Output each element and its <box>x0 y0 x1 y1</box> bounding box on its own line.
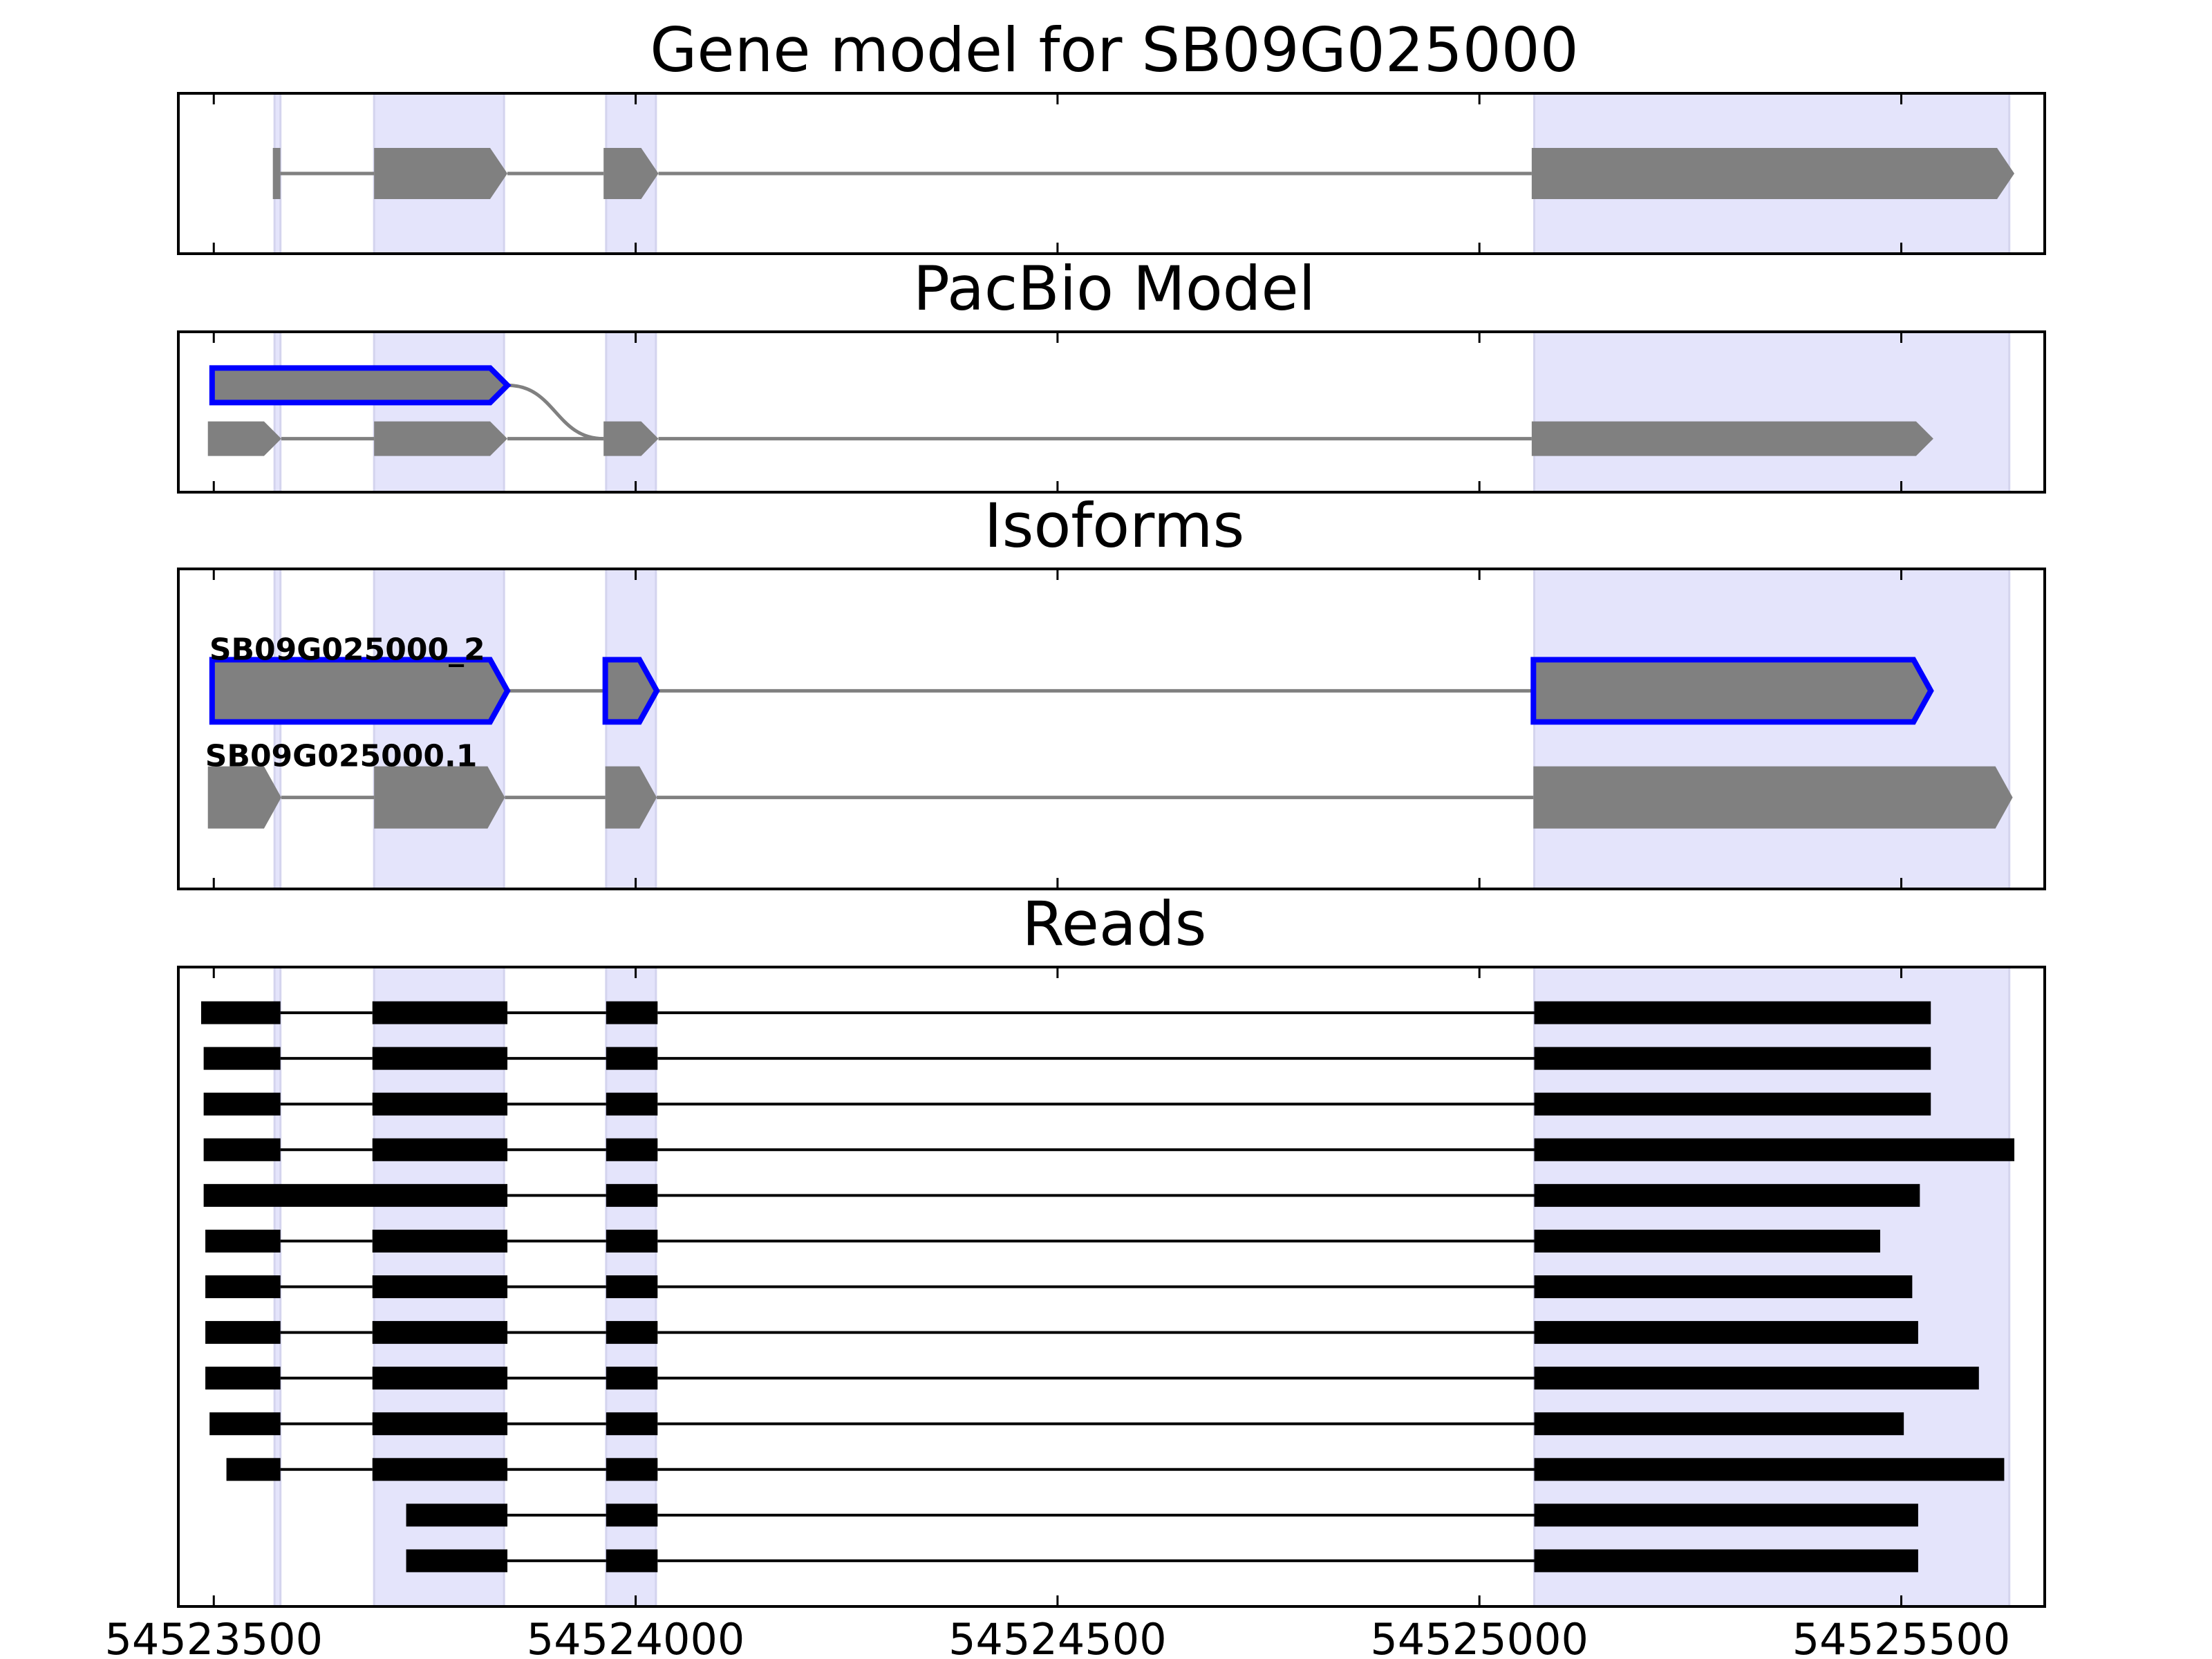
exon <box>374 421 508 456</box>
read-block <box>1534 1458 2005 1481</box>
row-label: SB09G025000.1 <box>205 739 478 774</box>
exon <box>374 148 508 199</box>
read-block <box>1534 1229 1880 1253</box>
read-block <box>1534 1412 1904 1436</box>
read-block <box>1534 1321 1918 1344</box>
read-block <box>205 1275 281 1298</box>
read-block <box>606 1183 658 1207</box>
read-block <box>606 1138 658 1161</box>
panel: PacBio Model <box>177 253 2046 494</box>
read-block <box>1534 1138 2015 1161</box>
read-block <box>372 1001 508 1024</box>
read-block <box>372 1458 508 1481</box>
x-tick-label: 54525500 <box>1792 1614 2011 1659</box>
exon <box>1533 766 2013 829</box>
read-block <box>205 1367 281 1390</box>
exon <box>272 148 281 199</box>
exon <box>207 421 281 456</box>
read-block <box>606 1001 658 1024</box>
read-block <box>1534 1092 1931 1116</box>
highlight-region <box>373 332 505 492</box>
read-block <box>372 1138 508 1161</box>
x-tick-label: 54524500 <box>948 1614 1167 1659</box>
read-block <box>372 1229 508 1253</box>
read-block <box>1534 1549 1918 1573</box>
panel: SB09G025000_2 SB09G025000.1 Isoforms <box>177 490 2046 890</box>
exon <box>1530 657 1934 725</box>
read-block <box>372 1412 508 1436</box>
exon <box>209 365 512 406</box>
read-block <box>226 1458 281 1481</box>
read-block <box>203 1092 281 1116</box>
exon <box>374 766 505 829</box>
read-block <box>1534 1183 1920 1207</box>
read-block <box>606 1458 658 1481</box>
read-block <box>1534 1367 1979 1390</box>
read-block <box>406 1503 508 1527</box>
read-block <box>205 1229 281 1253</box>
panel-title: Isoforms <box>984 490 1245 561</box>
read-block <box>1534 1275 1913 1298</box>
read-block <box>372 1321 508 1344</box>
read-block <box>1534 1503 1918 1527</box>
exon <box>209 657 511 725</box>
x-tick-label: 54525000 <box>1370 1614 1588 1659</box>
panel-body <box>207 569 2013 889</box>
read-block <box>200 1001 281 1024</box>
read-block <box>209 1412 281 1436</box>
read-block <box>372 1047 508 1070</box>
exon <box>603 421 659 456</box>
exon <box>605 766 657 829</box>
panel-frame <box>177 330 2046 494</box>
connector <box>507 383 604 441</box>
highlight-region <box>1533 332 2011 492</box>
highlight-region <box>605 569 657 889</box>
exon <box>1531 148 2015 199</box>
row-label: SB09G025000_2 <box>209 632 485 667</box>
read-block <box>606 1229 658 1253</box>
panel-body <box>207 332 2011 492</box>
exon <box>603 148 659 199</box>
read-block <box>205 1321 281 1344</box>
highlight-region <box>273 569 282 889</box>
read-block <box>372 1275 508 1298</box>
read-block <box>372 1367 508 1390</box>
read-block <box>606 1092 658 1116</box>
read-block <box>1534 1001 1931 1024</box>
panel-body <box>200 967 2015 1606</box>
read-block <box>606 1367 658 1390</box>
highlight-region <box>605 332 657 492</box>
highlight-region <box>1533 569 2011 889</box>
read-block <box>406 1549 508 1573</box>
panel-title: Reads <box>1022 888 1207 959</box>
panel: 54523500 54524000 54524500 54525000 54525500… <box>104 888 2046 1659</box>
read-block <box>606 1412 658 1436</box>
read-block <box>606 1503 658 1527</box>
exon <box>602 657 660 725</box>
read-block <box>372 1092 508 1116</box>
read-block <box>1534 1047 1931 1070</box>
highlight-region <box>373 569 505 889</box>
read-block <box>606 1321 658 1344</box>
panel: Gene model for SB09G025000 <box>177 15 2046 255</box>
highlight-region <box>273 332 282 492</box>
panel-frame <box>177 92 2046 255</box>
read-block <box>606 1047 658 1070</box>
panel-frame <box>177 966 2046 1608</box>
read-block <box>203 1047 281 1070</box>
read-block <box>606 1275 658 1298</box>
x-tick-label: 54524000 <box>527 1614 745 1659</box>
read-block <box>606 1549 658 1573</box>
read-block <box>203 1183 508 1207</box>
panel-body <box>272 93 2015 254</box>
panel-title: Gene model for SB09G025000 <box>650 15 1579 86</box>
panel-frame <box>177 568 2046 890</box>
read-block <box>203 1138 281 1161</box>
exon <box>1531 421 1933 456</box>
panel-title: PacBio Model <box>913 253 1315 324</box>
x-tick-label: 54523500 <box>104 1614 323 1659</box>
exon <box>207 766 281 829</box>
